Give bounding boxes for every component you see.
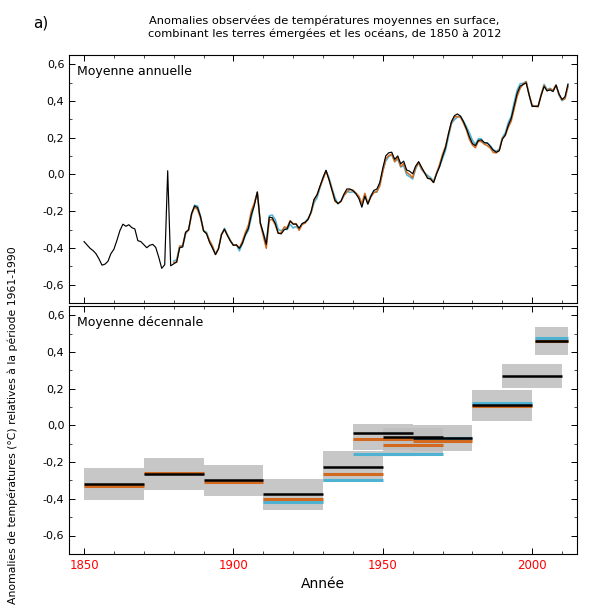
Bar — [383, 428, 442, 453]
Text: a): a) — [33, 15, 48, 31]
Text: Moyenne décennale: Moyenne décennale — [77, 316, 203, 329]
Text: Anomalies de températures (°C) relatives à la période 1961-1990: Anomalies de températures (°C) relatives… — [8, 247, 19, 604]
Bar — [353, 425, 413, 450]
Bar — [535, 327, 568, 354]
Text: Moyenne annuelle: Moyenne annuelle — [77, 65, 192, 78]
Bar — [502, 364, 562, 388]
Bar — [204, 465, 263, 496]
Bar — [472, 389, 532, 421]
Bar — [263, 479, 323, 510]
Text: combinant les terres émergées et les océans, de 1850 à 2012: combinant les terres émergées et les océ… — [148, 29, 501, 39]
X-axis label: Année: Année — [301, 577, 345, 591]
Bar — [413, 425, 472, 451]
Bar — [144, 458, 204, 490]
Text: Anomalies observées de températures moyennes en surface,: Anomalies observées de températures moye… — [150, 15, 499, 26]
Bar — [84, 469, 144, 499]
Bar — [323, 451, 383, 482]
